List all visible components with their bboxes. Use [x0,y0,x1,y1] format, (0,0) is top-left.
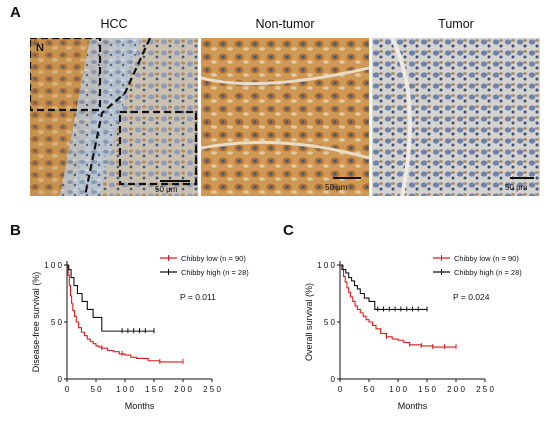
scale-bar-label-hcc: 50 μm [155,185,178,194]
x-tick-label: 2 5 0 [203,385,221,394]
x-tick-label: 1 5 0 [145,385,163,394]
legend-label-high: Chibby high (n = 28) [181,268,249,277]
image-title-tumor: Tumor [438,17,474,31]
hcc-region-box-t [118,110,198,186]
panel-b-label: B [10,222,21,239]
y-axis-label: Disease-free survival (%) [31,272,41,373]
x-tick-label: 2 0 0 [447,385,465,394]
x-tick-label: 2 0 0 [174,385,192,394]
scale-bar-label-non-tumor: 50 μm [325,183,348,192]
survival-curve-high [67,264,154,332]
image-title-non-tumor: Non-tumor [255,17,315,31]
chart-overall-survival: 0 5 0 1 0 0 1 5 0 2 0 0 2 5 0 0 5 0 1 0 0 Months O… [304,254,522,411]
x-tick-label: 5 0 [363,385,375,394]
hcc-region-box-n [30,38,102,112]
x-tick-label: 1 5 0 [418,385,436,394]
micrograph-tumor: 50 μm [372,38,540,196]
legend-label-low: Chibby low (n = 90) [454,254,519,263]
x-tick-label: 1 0 0 [116,385,134,394]
scale-bar-label-tumor: 50 μm [505,183,528,192]
x-tick-label: 5 0 [90,385,102,394]
plot-disease-free: 0 5 0 1 0 0 1 5 0 2 0 0 2 5 0 0 5 0 1 0 0 Months D… [0,225,275,423]
plot-overall: 0 5 0 1 0 0 1 5 0 2 0 0 2 5 0 0 5 0 1 0 0 Months O… [273,225,548,423]
legend-label-high: Chibby high (n = 28) [454,268,522,277]
hcc-region-label: N [36,42,44,54]
micrograph-hcc: N 50 μm [30,38,198,196]
micrograph-non-tumor: 50 μm [201,38,369,196]
chart-disease-free-survival: 0 5 0 1 0 0 1 5 0 2 0 0 2 5 0 0 5 0 1 0 0 Months D… [31,254,249,411]
x-axis-label: Months [398,401,428,411]
panel-c-label: C [283,222,294,239]
x-tick-label: 2 5 0 [476,385,494,394]
image-title-hcc: HCC [100,17,128,31]
x-tick-label: 1 0 0 [389,385,407,394]
y-tick-label: 5 0 [51,318,63,327]
y-tick-label: 5 0 [324,318,336,327]
legend-label-low: Chibby low (n = 90) [181,254,246,263]
x-tick-label: 0 [65,385,70,394]
panel-a-label: A [10,4,21,21]
survival-curve-low [340,264,456,348]
x-tick-label: 0 [338,385,343,394]
y-tick-label: 1 0 0 [44,261,62,270]
y-tick-label: 1 0 0 [317,261,335,270]
y-axis-label: Overall survival (%) [304,283,314,361]
survival-curve-low [67,264,183,363]
p-value-label: P = 0.011 [180,292,216,302]
tumor-border-line [83,38,152,196]
y-tick-label: 0 [58,375,63,384]
y-tick-label: 0 [331,375,336,384]
p-value-label: P = 0.024 [453,292,490,302]
x-axis-label: Months [125,401,155,411]
survival-curve-high [340,264,427,311]
